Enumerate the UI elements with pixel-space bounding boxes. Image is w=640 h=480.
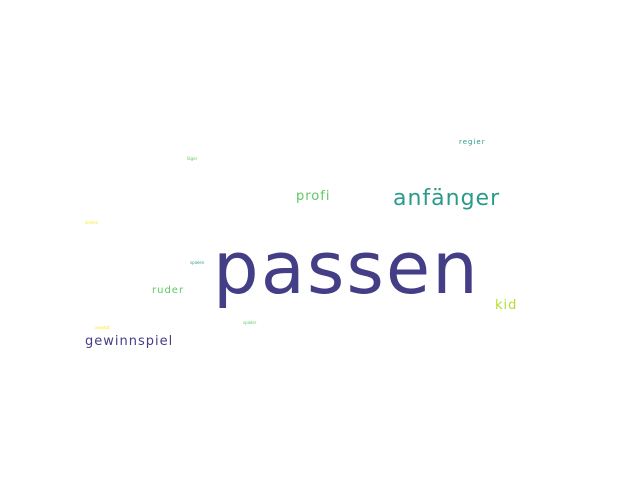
- word-ruder: ruder: [152, 285, 185, 296]
- word-profi: profi: [296, 189, 331, 204]
- word-small-2: ziehen: [85, 220, 99, 225]
- word-regier: regier: [459, 138, 486, 146]
- word-small-1: läger: [187, 156, 198, 161]
- word-small-5: spieler: [243, 320, 257, 325]
- word-small-3: spielen: [190, 260, 205, 265]
- word-gewinnspiel: gewinnspiel: [85, 334, 174, 349]
- word-anfaenger: anfänger: [393, 186, 501, 211]
- word-kid: kid: [495, 298, 518, 313]
- word-small-4: ansetzt: [95, 325, 110, 330]
- word-passen: passen: [213, 226, 480, 310]
